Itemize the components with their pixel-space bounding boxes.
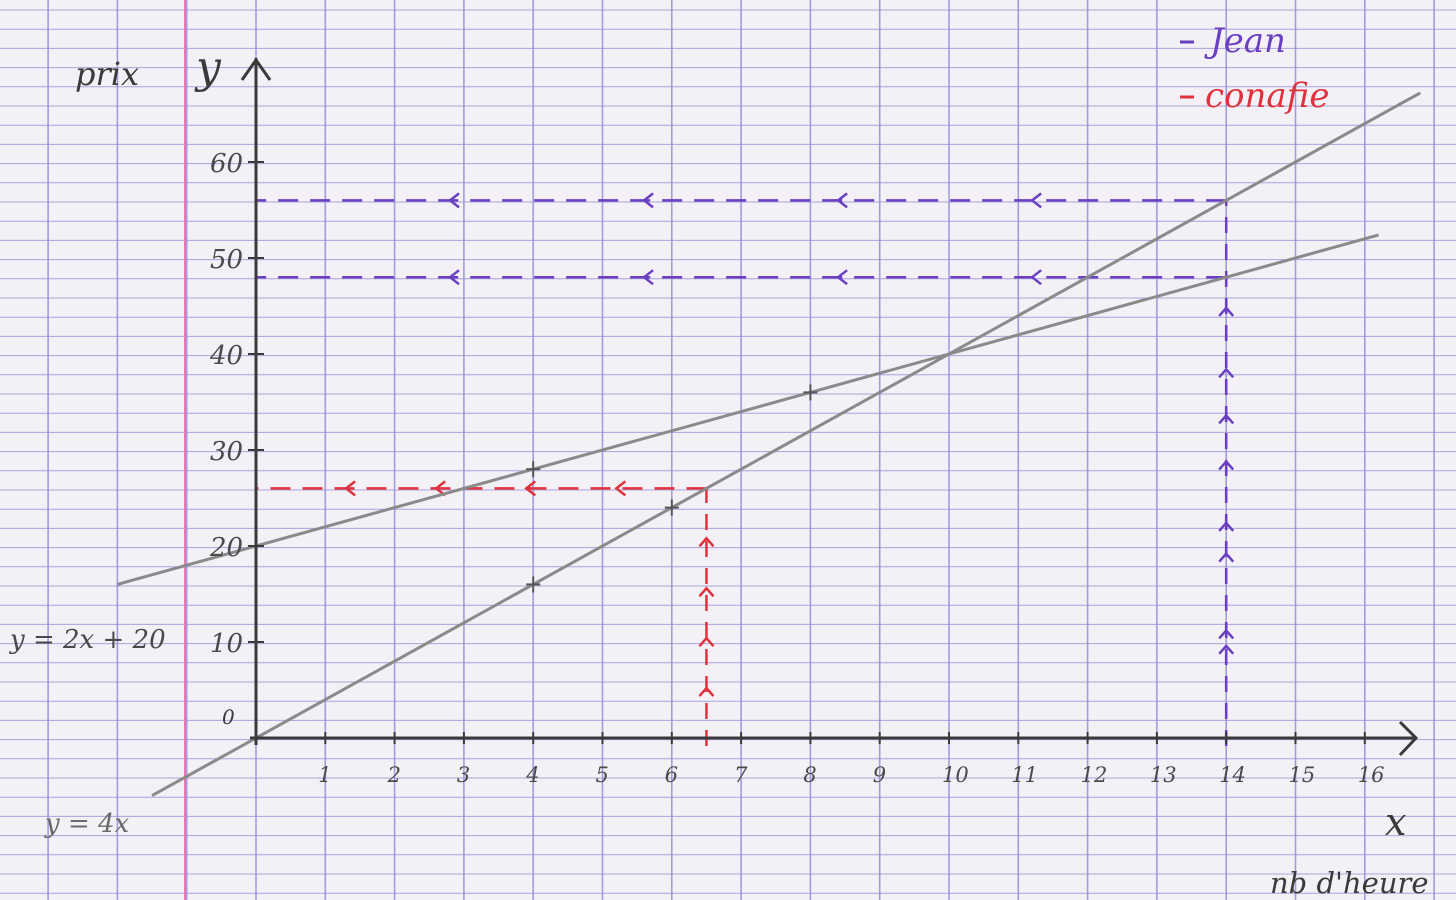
marked-points (526, 384, 818, 593)
x-axis-arrow-icon (1398, 720, 1419, 757)
arrow-left-icon (448, 192, 460, 209)
plot-lines (116, 91, 1421, 797)
x-tick-label: 12 (1081, 763, 1108, 787)
x-tick-label: 10 (942, 763, 969, 787)
arrow-up-icon (1218, 643, 1235, 655)
data-point (526, 576, 541, 593)
x-tick-label: 3 (457, 763, 470, 787)
arrow-up-icon (1218, 551, 1235, 563)
axes (240, 57, 1419, 757)
arrow-left-icon (642, 192, 654, 209)
x-tick-label: 8 (803, 763, 816, 787)
arrow-left-icon (344, 480, 356, 497)
x-tick-label: 4 (525, 763, 539, 787)
series-label-line-1: y = 2x + 20 (9, 625, 166, 655)
reading-guides (256, 192, 1235, 746)
x-tick-label: 16 (1358, 763, 1385, 787)
arrow-up-icon (698, 586, 715, 598)
y-axis-arrow-icon (240, 57, 272, 81)
arrow-left-icon (1030, 269, 1042, 286)
origin-label: 0 (222, 705, 235, 729)
y-tick-label: 10 (210, 629, 243, 659)
arrow-up-icon (1218, 367, 1235, 379)
legend-label-1: Jean (1204, 21, 1286, 61)
y-tick-label: 20 (209, 533, 243, 563)
x-tick-label: 9 (873, 763, 886, 787)
arrow-up-icon (1218, 459, 1235, 471)
x-tick-label: 14 (1219, 763, 1246, 787)
series-label-line-2: y = 4x (44, 809, 130, 839)
reading-guide-jean (256, 269, 1235, 746)
arrow-left-icon (614, 480, 627, 497)
x-tick-label: 11 (1011, 763, 1038, 787)
arrow-left-icon (836, 192, 848, 209)
arrow-up-icon (698, 536, 715, 548)
x-tick-label: 13 (1150, 763, 1177, 787)
y-tick-label: 30 (210, 437, 243, 467)
y-axis-title: prix (75, 55, 139, 93)
y-axis-symbol: y (194, 42, 222, 93)
arrow-up-icon (698, 686, 715, 697)
x-tick-label: 2 (387, 763, 401, 787)
data-point (664, 499, 679, 516)
y-tick-label: 60 (210, 149, 243, 179)
arrow-left-icon (524, 480, 537, 497)
arrow-left-icon (1030, 192, 1042, 209)
arrow-up-icon (698, 636, 715, 647)
series-line-1 (116, 233, 1380, 586)
x-tick-label: 15 (1289, 763, 1316, 787)
x-tick-label: 1 (318, 763, 331, 787)
arrow-left-icon (642, 269, 654, 286)
data-point (526, 461, 541, 478)
x-axis-symbol: x (1385, 800, 1406, 844)
x-tick-label: 6 (665, 763, 678, 787)
legend-label-2: conafie (1205, 76, 1329, 116)
data-point (803, 384, 818, 401)
legend: Jean conafie (1180, 21, 1329, 116)
arrow-left-icon (448, 269, 460, 286)
x-tick-label: 5 (596, 763, 609, 787)
x-tick-label: 7 (734, 763, 748, 787)
x-axis-title: nb d'heure (1270, 866, 1429, 900)
arrow-left-icon (836, 269, 848, 286)
series-line-2 (151, 91, 1421, 797)
y-tick-label: 50 (210, 245, 243, 275)
y-tick-label: 40 (209, 341, 243, 371)
